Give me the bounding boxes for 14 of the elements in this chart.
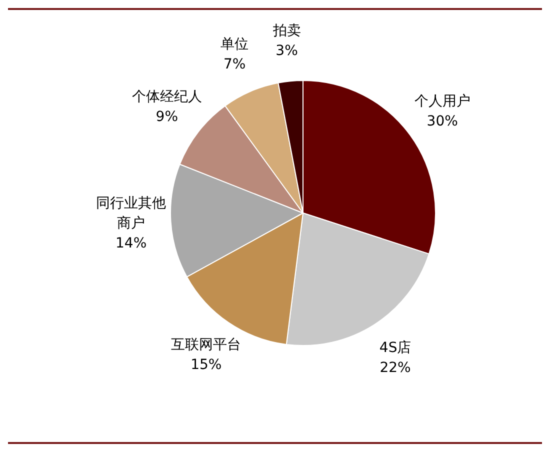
slice-label: 4S店 — [379, 340, 412, 356]
data-label: 7% — [223, 56, 246, 73]
data-label: 15% — [190, 357, 222, 374]
data-label: 3% — [276, 43, 298, 60]
slice-label: 个人用户 — [414, 93, 470, 110]
slice-label: 个体经纪人 — [132, 89, 202, 106]
slice-label: 同行业其他商户 — [96, 195, 166, 232]
data-label: 30% — [426, 113, 458, 130]
data-label: 9% — [156, 109, 178, 126]
slice-label: 互联网平台 — [171, 337, 242, 354]
slice-label: 拍卖 — [272, 23, 301, 40]
data-label: 22% — [380, 360, 411, 376]
slice-label: 单位 — [220, 36, 249, 53]
data-label: 14% — [116, 235, 147, 252]
